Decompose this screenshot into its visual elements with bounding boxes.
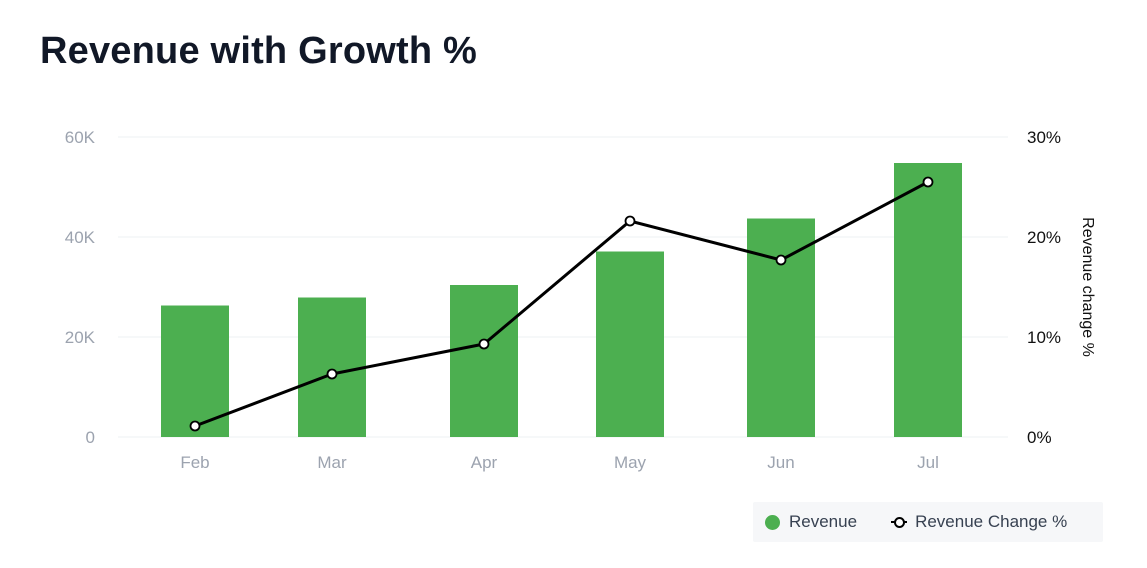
legend-label-revenue: Revenue [789, 512, 858, 531]
x-tick-label: May [614, 453, 647, 472]
x-axis-ticks: Feb Mar Apr May Jun Jul [180, 453, 939, 472]
growth-point[interactable] [775, 254, 787, 266]
revenue-bar[interactable] [596, 251, 664, 438]
growth-point[interactable] [326, 368, 338, 380]
right-axis-ticks: 0% 10% 20% 30% [1027, 128, 1061, 447]
growth-point[interactable] [922, 176, 934, 188]
right-tick-label: 0% [1027, 428, 1052, 447]
revenue-bar[interactable] [747, 218, 815, 438]
right-tick-label: 10% [1027, 328, 1061, 347]
revenue-bar[interactable] [450, 285, 518, 437]
x-tick-label: Apr [471, 453, 498, 472]
right-tick-label: 20% [1027, 228, 1061, 247]
revenue-bar[interactable] [161, 305, 229, 438]
left-tick-label: 20K [65, 328, 96, 347]
legend-label-revenue-change: Revenue Change % [915, 512, 1068, 531]
growth-line [189, 176, 934, 432]
chart-title: Revenue with Growth % [40, 30, 478, 72]
chart-legend: Revenue Revenue Change % [753, 502, 1103, 542]
x-tick-label: Jun [767, 453, 794, 472]
x-tick-label: Feb [180, 453, 209, 472]
left-axis-ticks: 0 20K 40K 60K [65, 128, 96, 447]
right-axis-title: Revenue change % [1079, 217, 1096, 357]
growth-point[interactable] [189, 420, 201, 432]
growth-point[interactable] [478, 338, 490, 350]
left-tick-label: 40K [65, 228, 96, 247]
right-tick-label: 30% [1027, 128, 1061, 147]
growth-point[interactable] [624, 215, 636, 227]
revenue-bar[interactable] [894, 163, 962, 437]
grid-lines [118, 136, 1008, 438]
left-tick-label: 60K [65, 128, 96, 147]
revenue-bar[interactable] [298, 297, 366, 438]
left-tick-label: 0 [86, 428, 95, 447]
x-tick-label: Jul [917, 453, 939, 472]
combo-chart: 0 20K 40K 60K 0% 10% 20% 30% Feb Mar Apr May Jun Ju… [65, 128, 1096, 472]
legend-item-revenue[interactable]: Revenue [765, 512, 857, 532]
line-marker-icon [891, 515, 908, 529]
legend-item-revenue-change[interactable]: Revenue Change % [891, 512, 1067, 532]
x-tick-label: Mar [317, 453, 347, 472]
revenue-bars [161, 163, 962, 437]
revenue-swatch-icon [765, 514, 780, 530]
growth-line-path [194, 180, 929, 428]
